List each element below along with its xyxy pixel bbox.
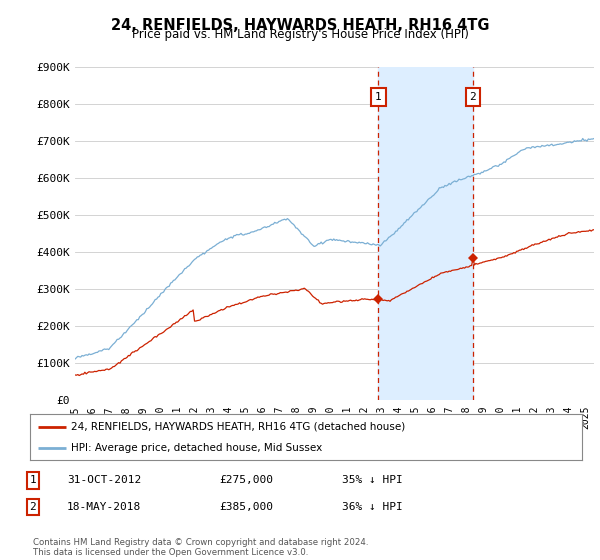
Text: £275,000: £275,000 — [219, 475, 273, 486]
Text: 2: 2 — [29, 502, 37, 512]
Text: 31-OCT-2012: 31-OCT-2012 — [67, 475, 142, 486]
Bar — [379, 67, 473, 400]
Text: Contains HM Land Registry data © Crown copyright and database right 2024.
This d: Contains HM Land Registry data © Crown c… — [33, 538, 368, 557]
Text: 24, RENFIELDS, HAYWARDS HEATH, RH16 4TG (detached house): 24, RENFIELDS, HAYWARDS HEATH, RH16 4TG … — [71, 422, 406, 432]
Text: 1: 1 — [375, 92, 382, 102]
Text: 24, RENFIELDS, HAYWARDS HEATH, RH16 4TG: 24, RENFIELDS, HAYWARDS HEATH, RH16 4TG — [111, 18, 489, 33]
Text: 1: 1 — [29, 475, 37, 486]
Text: 18-MAY-2018: 18-MAY-2018 — [67, 502, 142, 512]
Text: 2: 2 — [469, 92, 476, 102]
Text: HPI: Average price, detached house, Mid Sussex: HPI: Average price, detached house, Mid … — [71, 443, 323, 453]
Text: Price paid vs. HM Land Registry's House Price Index (HPI): Price paid vs. HM Land Registry's House … — [131, 28, 469, 41]
Text: 35% ↓ HPI: 35% ↓ HPI — [342, 475, 403, 486]
Text: £385,000: £385,000 — [219, 502, 273, 512]
Text: 36% ↓ HPI: 36% ↓ HPI — [342, 502, 403, 512]
